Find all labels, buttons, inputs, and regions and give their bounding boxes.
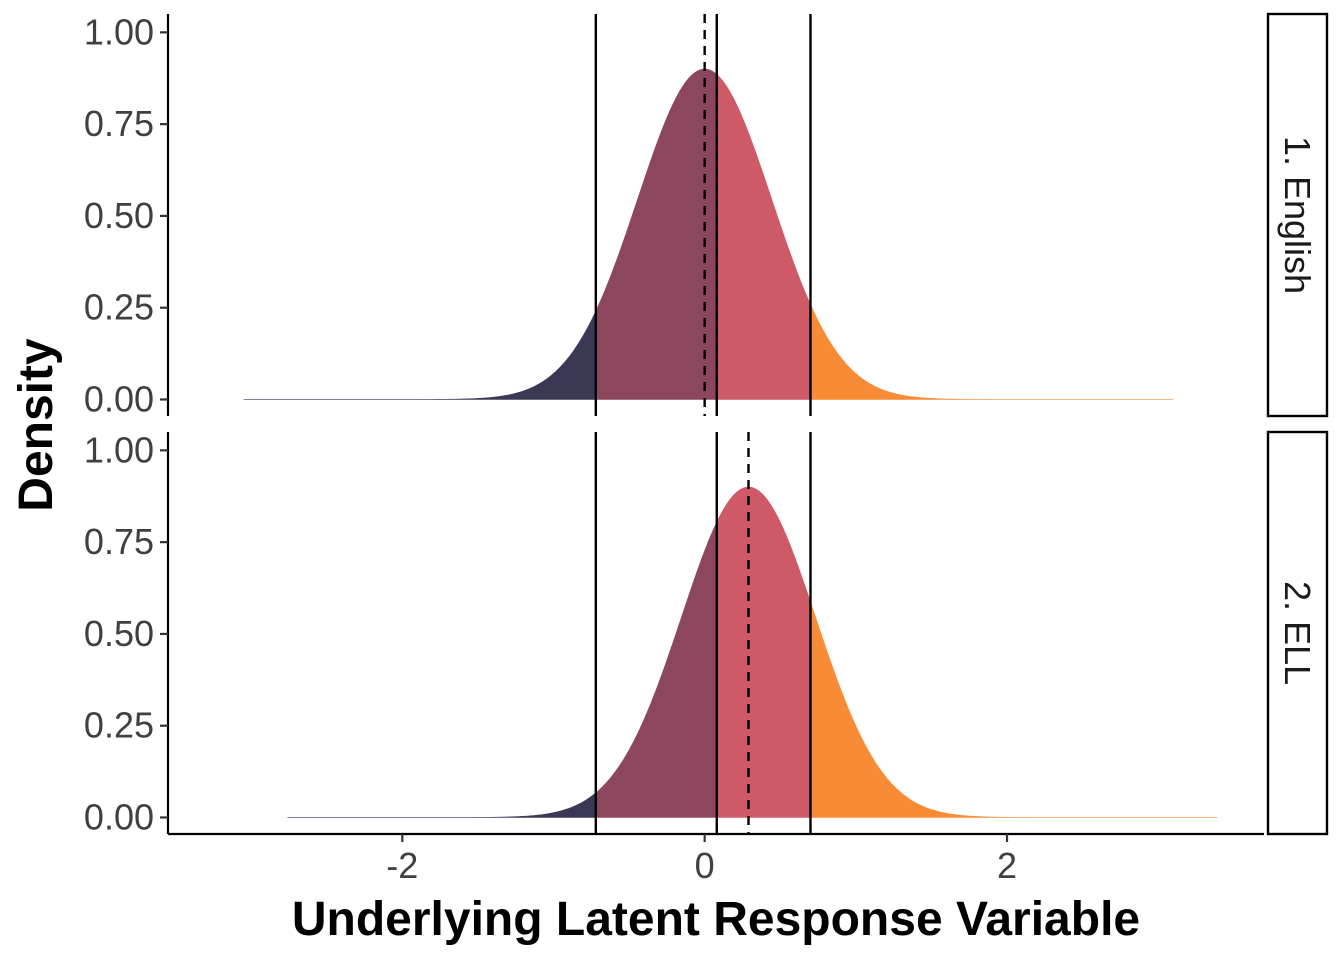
density-region-3 [716,73,811,400]
y-tick-label: 0.75 [84,521,154,562]
y-tick-label: 0.00 [84,796,154,837]
panel-2: 0.00 0.25 0.50 0.75 1.00 2. ELL [84,429,1329,837]
facet-strip [1266,430,1329,836]
y-tick-label: 0.00 [84,378,154,419]
density-region-4 [810,601,1218,818]
density-region-1 [287,792,597,818]
x-axis: -2 0 2 [168,832,1264,886]
x-axis-title: Underlying Latent Response Variable [292,893,1140,946]
density-region-2 [595,68,718,400]
density-region-3 [716,486,811,818]
facet-strip-label: 1. English [1277,136,1318,294]
y-tick-label: 0.75 [84,103,154,144]
density-region-4 [810,304,1174,400]
facet-strip-label: 2. ELL [1277,581,1318,685]
x-tick-label: -2 [386,845,418,886]
facet-strip [1266,12,1329,418]
y-tick-label: 1.00 [84,429,154,470]
x-tick-label: 0 [695,845,715,886]
panels-layer: 0.000.250.500.751.001. English0.000.250.… [84,11,1329,886]
y-tick-label: 0.50 [84,195,154,236]
density-region-1 [243,311,597,400]
y-tick-label: 1.00 [84,11,154,52]
y-tick-label: 0.25 [84,705,154,746]
x-tick-label: 2 [997,845,1017,886]
density-region-2 [595,522,718,818]
panel-1: 0.00 0.25 0.50 0.75 1.00 1. English [84,11,1329,419]
y-axis-title: Density [10,338,63,512]
y-tick-label: 0.25 [84,287,154,328]
y-tick-label: 0.50 [84,613,154,654]
